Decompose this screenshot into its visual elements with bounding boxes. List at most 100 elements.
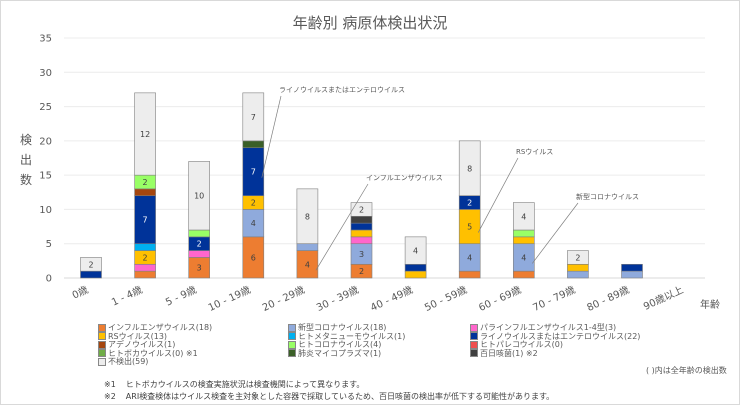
bar-segment	[80, 257, 102, 272]
legend-note: ( )内は全年齢の検出数	[646, 366, 727, 375]
x-tick-label: 10 - 19歳	[206, 284, 252, 314]
annotation-label: 新型コロナウイルス	[576, 192, 639, 201]
data-label: 2	[467, 199, 472, 208]
footnotes: ※1 ヒトボカウイルスの検査実施状況は検査機関によって異なります。 ※2 ARI検査…	[104, 379, 564, 403]
annotation-label: ライノウイルスまたはエンテロウイルス	[279, 86, 405, 94]
legend-label: ヒトパレコウイルス(0)	[480, 340, 564, 350]
bar-segment	[134, 243, 156, 251]
bar-segment	[567, 270, 589, 279]
legend-label: ヒトコロナウイルス(4)	[298, 340, 382, 350]
y-tick-label: 0	[46, 274, 52, 285]
legend-item: ヒトコロナウイルス(4)	[288, 339, 381, 350]
legend-item: 新型コロナウイルス(18)	[288, 322, 386, 333]
data-label: 2	[197, 240, 202, 249]
bar-segment	[621, 263, 643, 272]
bar-segment	[512, 202, 535, 231]
data-label: 6	[251, 253, 256, 262]
bar-segment	[404, 236, 427, 265]
x-tick-label: 5 - 9歳	[164, 284, 199, 309]
legend-item: RSウイルス(13)	[98, 331, 167, 342]
data-label: 3	[359, 250, 364, 259]
bar-segment	[296, 188, 319, 245]
legend-label: ヒトメタニューモウイルス(1)	[298, 331, 406, 341]
data-label: 4	[413, 247, 418, 256]
legend-swatch	[98, 349, 106, 358]
bar-segment	[134, 92, 156, 176]
legend-swatch	[470, 340, 478, 349]
bar-segment	[404, 270, 427, 279]
legend-label: 肺炎マイコプラズマ(1)	[298, 348, 382, 358]
legend-swatch	[98, 340, 106, 349]
x-tick-label: 80 - 89歳	[585, 284, 631, 314]
data-label: 4	[521, 212, 526, 221]
annotation-leader	[532, 202, 579, 264]
legend-swatch	[288, 323, 296, 332]
bar-segment	[512, 270, 535, 279]
annotation-leader	[315, 183, 369, 271]
annotation-label: RSウイルス	[516, 148, 553, 156]
bar-segment	[350, 215, 373, 224]
footnote-text: ヒトボカウイルスの検査実施状況は検査機関によって異なります。	[125, 380, 365, 389]
legend-item: ヒトボカウイルス(0) ※1	[98, 348, 198, 359]
data-label: 4	[467, 253, 472, 262]
x-tick-label: 60 - 69歳	[477, 284, 523, 314]
legend-swatch	[288, 340, 296, 349]
x-tick-label: 70 - 79歳	[531, 284, 577, 314]
legend-swatch	[98, 323, 106, 332]
y-tick-label: 5	[46, 239, 52, 250]
y-tick-label: 20	[39, 136, 52, 147]
footnote-1: ※1 ヒトボカウイルスの検査実施状況は検査機関によって異なります。	[104, 379, 564, 391]
bar-segment	[404, 263, 427, 272]
bar-segment	[134, 270, 156, 279]
bar-segment	[350, 229, 373, 238]
legend-label: パラインフルエンザウイルス1-4型(3)	[480, 323, 617, 332]
legend-label: 百日咳菌(1) ※2	[480, 348, 538, 358]
legend-swatch	[470, 332, 478, 341]
bar-segment	[458, 140, 481, 197]
legend-swatch	[98, 332, 106, 341]
x-tick-label: 40 - 49歳	[369, 284, 415, 314]
data-label: 2	[143, 178, 148, 187]
footnote-text: ARI検査検体はウイルス検査を主対象とした容器で採取しているため、百日咳菌の検出…	[125, 392, 555, 401]
legend-item: パラインフルエンザウイルス1-4型(3)	[470, 322, 616, 333]
data-label: 4	[521, 253, 526, 262]
bar-segment	[80, 270, 102, 279]
legend-item: ヒトメタニューモウイルス(1)	[288, 331, 405, 342]
y-tick-label: 35	[39, 34, 52, 45]
legend-swatch	[288, 332, 296, 341]
legend-label: 新型コロナウイルス(18)	[298, 323, 387, 332]
footnote-mark: ※2	[104, 392, 116, 401]
legend-label: インフルエンザウイルス(18)	[108, 323, 213, 332]
data-label: 2	[359, 205, 364, 214]
bar-segment	[188, 161, 210, 231]
data-label: 4	[305, 260, 310, 269]
y-tick-label: 15	[39, 171, 52, 182]
legend-item: アデノウイルス(1)	[98, 339, 175, 350]
footnote-2: ※2 ARI検査検体はウイルス検査を主対象とした容器で採取しているため、百日咳菌の…	[104, 391, 564, 403]
y-axis-label: 検出数	[18, 130, 34, 190]
data-label: 2	[575, 253, 580, 262]
data-label: 7	[143, 216, 148, 225]
legend-item: ライノウイルスまたはエンテロウイルス(22)	[470, 331, 640, 342]
footnote-mark: ※1	[104, 380, 116, 389]
data-label: 8	[467, 164, 472, 173]
bar-segment	[296, 243, 319, 251]
bar-segment	[242, 140, 265, 149]
legend-swatch	[98, 357, 106, 366]
annotation-leader	[477, 157, 519, 233]
data-label: 2	[88, 260, 93, 269]
bar-segment	[567, 250, 589, 265]
y-tick-label: 25	[39, 102, 52, 113]
y-tick-label: 30	[39, 68, 52, 79]
data-label: 5	[467, 223, 472, 232]
x-tick-label: 1 - 4歳	[110, 284, 145, 309]
x-tick-label: 90歳以上	[642, 284, 686, 313]
bar-segment	[512, 236, 535, 245]
data-label: 2	[359, 267, 364, 276]
legend-swatch	[288, 349, 296, 358]
data-label: 2	[251, 199, 256, 208]
y-tick-label: 10	[39, 205, 52, 216]
data-label: 3	[197, 264, 202, 273]
legend-swatch	[470, 349, 478, 358]
